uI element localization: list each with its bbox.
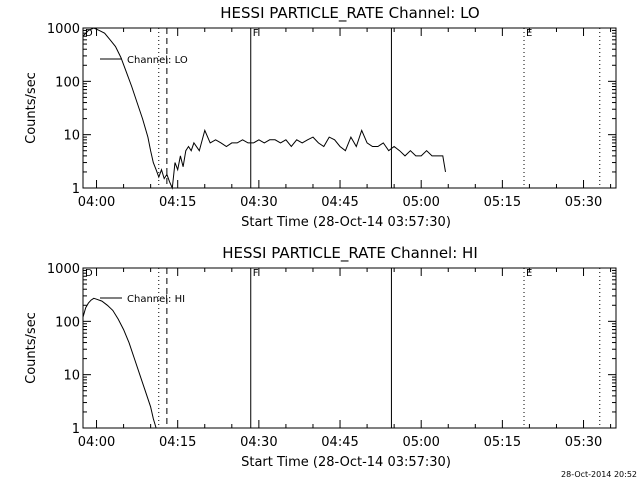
x-tick-label: 04:15 <box>159 435 196 450</box>
x-tick-label: 05:15 <box>484 435 521 450</box>
x-tick-label: 04:45 <box>321 435 358 450</box>
panel-hi-title: HESSI PARTICLE_RATE Channel: HI <box>222 244 478 263</box>
x-tick-label: 04:30 <box>240 195 277 210</box>
panel-hi-x-axis: 04:00 04:15 04:30 04:45 05:00 05:15 05:30 <box>78 268 612 450</box>
y-tick-label: 100 <box>55 315 80 330</box>
y-tick-label: 1 <box>72 422 80 437</box>
panel-lo-series-line <box>82 27 446 190</box>
panel-hi-y-axis: 1 10 100 1000 <box>47 262 616 437</box>
footer-timestamp: 28-Oct-2014 20:52 <box>561 470 637 479</box>
y-tick-label: 100 <box>55 75 80 90</box>
panel-lo-legend-label: Channel: LO <box>127 55 188 66</box>
x-tick-label: 05:00 <box>402 195 439 210</box>
panel-lo-x-label: Start Time (28-Oct-14 03:57:30) <box>241 215 451 230</box>
event-marker-label: E <box>526 268 532 279</box>
event-marker-label: F <box>253 268 259 279</box>
panel-lo-x-axis: 04:00 04:15 04:30 04:45 05:00 05:15 05:30 <box>78 28 612 210</box>
y-tick-label: 1000 <box>47 22 80 37</box>
x-tick-label: 05:00 <box>402 435 439 450</box>
panel-hi-y-label: Counts/sec <box>24 312 39 384</box>
y-tick-label: 10 <box>63 369 80 384</box>
panel-hi: HESSI PARTICLE_RATE Channel: HI 04:00 04:… <box>24 244 617 470</box>
panel-hi-x-label: Start Time (28-Oct-14 03:57:30) <box>241 455 451 470</box>
panel-lo-title: HESSI PARTICLE_RATE Channel: LO <box>220 4 479 23</box>
y-tick-label: 10 <box>63 129 80 144</box>
x-tick-label: 04:45 <box>321 195 358 210</box>
event-marker-label: E <box>526 28 532 39</box>
panel-hi-series-line <box>82 297 157 429</box>
x-tick-label: 04:30 <box>240 435 277 450</box>
x-tick-label: 04:15 <box>159 195 196 210</box>
x-tick-label: 04:00 <box>78 435 115 450</box>
x-tick-label: 05:30 <box>565 435 602 450</box>
panel-lo-plot-frame <box>82 27 617 189</box>
event-marker-label: D <box>85 268 93 279</box>
x-tick-label: 04:00 <box>78 195 115 210</box>
panel-lo-y-label: Counts/sec <box>24 72 39 144</box>
panel-lo-y-axis: 1 10 100 1000 <box>47 22 616 197</box>
x-tick-label: 05:15 <box>484 195 521 210</box>
x-tick-label: 05:30 <box>565 195 602 210</box>
panel-hi-plot-frame <box>82 267 617 429</box>
event-marker-label: F <box>253 28 259 39</box>
y-tick-label: 1 <box>72 182 80 197</box>
event-marker-label: D <box>85 28 93 39</box>
y-tick-label: 1000 <box>47 262 80 277</box>
panel-hi-legend-label: Channel: HI <box>127 294 185 305</box>
panel-lo: HESSI PARTICLE_RATE Channel: LO 04:00 04:… <box>24 4 617 230</box>
